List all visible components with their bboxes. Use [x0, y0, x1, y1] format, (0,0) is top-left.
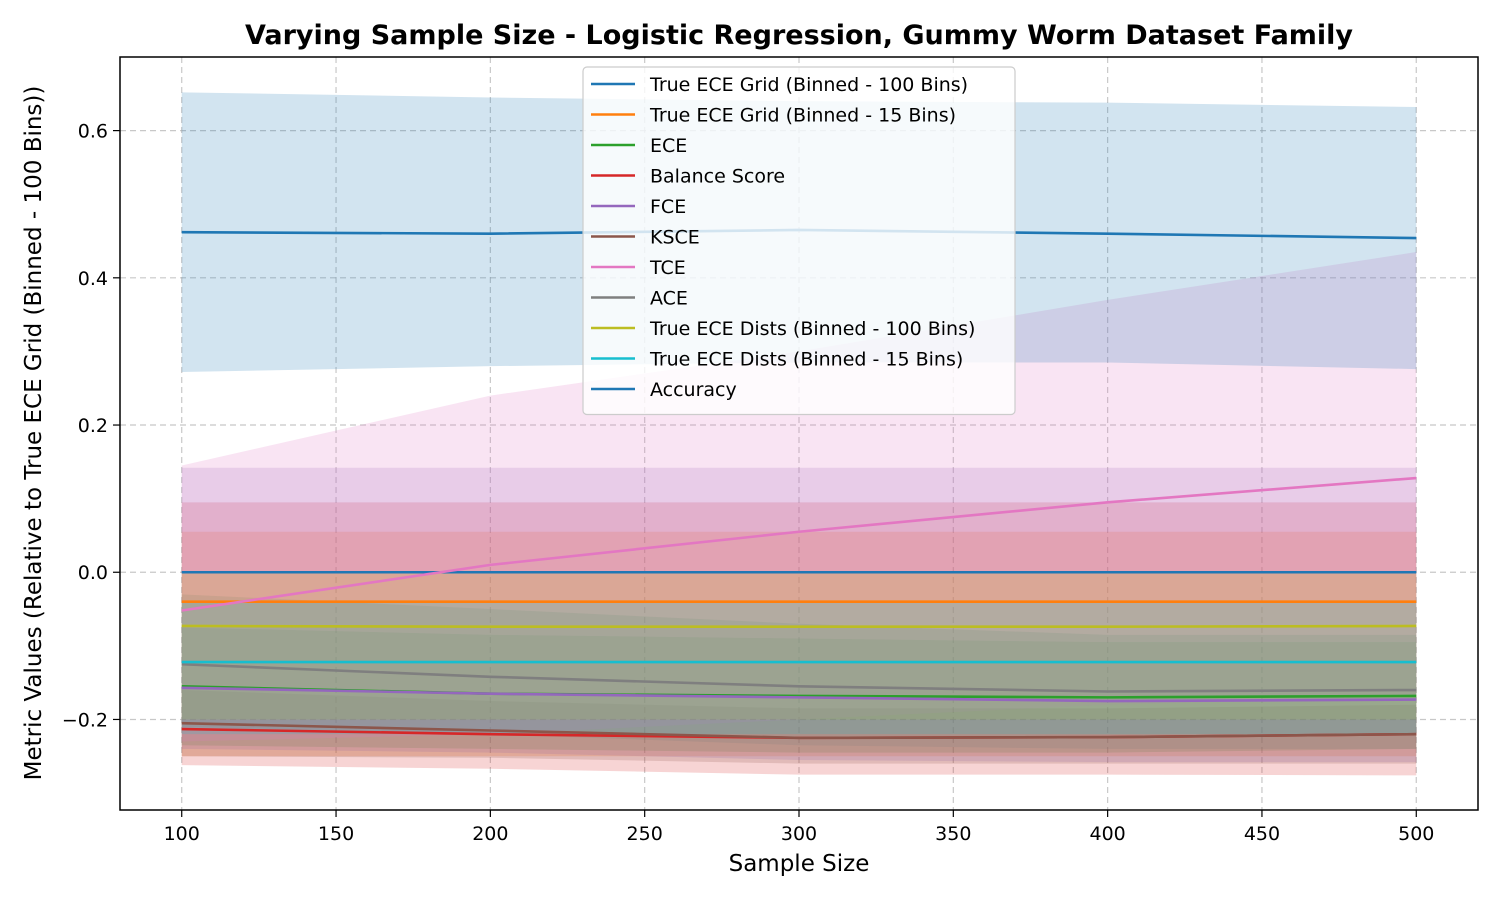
- band-series-2: [181, 627, 1417, 753]
- y-tick-label: 0.4: [78, 268, 108, 290]
- legend-label: True ECE Grid (Binned - 100 Bins): [649, 74, 968, 96]
- x-tick-label: 100: [164, 823, 200, 845]
- x-tick-label: 300: [781, 823, 817, 845]
- x-axis-title: Sample Size: [729, 851, 870, 877]
- y-tick-label: −0.2: [62, 709, 108, 731]
- x-tick-label: 350: [935, 823, 971, 845]
- legend-label: ECE: [650, 135, 687, 157]
- line-series-8: [181, 624, 1417, 629]
- legend-label: True ECE Dists (Binned - 15 Bins): [649, 349, 963, 371]
- band-series-7: [181, 594, 1417, 749]
- y-tick-label: 0.0: [78, 562, 108, 584]
- y-tick-label: 0.2: [78, 415, 108, 437]
- legend-label: TCE: [649, 257, 686, 279]
- legend-label: True ECE Dists (Binned - 100 Bins): [649, 318, 975, 340]
- y-axis-title: Metric Values (Relative to True ECE Grid…: [21, 86, 47, 781]
- x-tick-label: 400: [1090, 823, 1126, 845]
- legend-label: Balance Score: [650, 166, 785, 188]
- legend-label: FCE: [650, 196, 686, 218]
- band-series-5: [181, 690, 1417, 764]
- band-series-6: [181, 252, 1417, 742]
- band-series-4: [181, 467, 1417, 763]
- band-series-3: [181, 502, 1417, 776]
- legend-label: True ECE Grid (Binned - 15 Bins): [649, 105, 956, 127]
- legend-label: Accuracy: [650, 379, 737, 401]
- y-tick-label: 0.6: [78, 121, 108, 143]
- legend-label: ACE: [650, 288, 688, 310]
- x-tick-label: 250: [627, 823, 663, 845]
- x-tick-label: 450: [1244, 823, 1280, 845]
- x-tick-label: 150: [318, 823, 354, 845]
- legend-label: KSCE: [650, 227, 700, 249]
- band-series-8: [181, 572, 1417, 720]
- x-tick-label: 200: [472, 823, 508, 845]
- legend: True ECE Grid (Binned - 100 Bins) True EC…: [582, 66, 1016, 416]
- x-tick-label: 500: [1398, 823, 1434, 845]
- legend-box: [582, 66, 1016, 416]
- chart-title: Varying Sample Size - Logistic Regressio…: [245, 20, 1353, 51]
- band-series-9: [181, 601, 1417, 735]
- axis-ticks: 100 150 200 250 300 350 400 450 500 −0.2 0.0 0.2 0.4…: [62, 121, 1435, 845]
